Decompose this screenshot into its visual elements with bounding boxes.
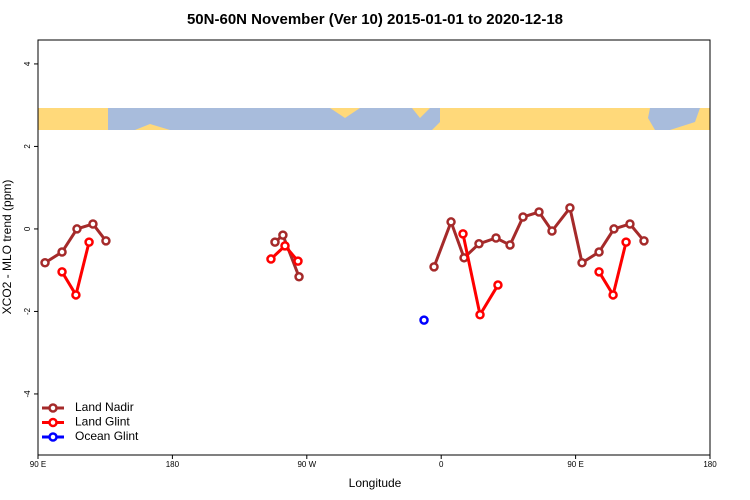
point <box>639 236 649 246</box>
y-axis-label: XCO2 - MLO trend (ppm) <box>0 180 14 315</box>
point <box>84 237 94 247</box>
chart-title: 50N-60N November (Ver 10) 2015-01-01 to … <box>187 11 563 28</box>
point <box>40 258 50 268</box>
map-strip <box>38 108 710 130</box>
plot-frame <box>37 39 711 456</box>
y-tick-label: -4 <box>23 390 32 398</box>
x-tick-label: 90 E <box>567 460 583 469</box>
y-tick-label: 4 <box>23 61 32 66</box>
legend-label: Ocean Glint <box>75 429 139 443</box>
point <box>446 217 456 227</box>
y-tick-label: 2 <box>23 144 32 149</box>
point <box>71 290 81 300</box>
point <box>547 226 557 236</box>
point <box>270 237 280 247</box>
legend-label: Land Nadir <box>75 400 134 414</box>
point <box>278 230 288 240</box>
x-tick-label: 90 E <box>30 460 46 469</box>
point <box>57 247 67 257</box>
point <box>294 272 304 282</box>
point <box>505 240 515 250</box>
point <box>577 258 587 268</box>
y-tick-label: 0 <box>23 226 32 231</box>
x-axis-label: Longitude <box>349 476 402 490</box>
point <box>565 203 575 213</box>
x-tick-label: 90 W <box>297 460 316 469</box>
point <box>625 219 635 229</box>
point <box>534 207 544 217</box>
point <box>594 267 604 277</box>
point <box>491 233 501 243</box>
point <box>609 224 619 234</box>
point <box>518 212 528 222</box>
point <box>57 267 67 277</box>
point <box>594 247 604 257</box>
legend-marker <box>48 403 58 413</box>
x-tick-label: 180 <box>166 460 180 469</box>
point <box>293 256 303 266</box>
point <box>475 309 485 320</box>
point <box>474 239 484 249</box>
x-tick-label: 0 <box>439 460 444 469</box>
point <box>458 229 468 239</box>
point <box>72 224 82 234</box>
point <box>621 237 631 247</box>
point <box>608 290 618 300</box>
point <box>280 241 290 251</box>
legend-label: Land Glint <box>75 415 130 429</box>
x-tick-label: 180 <box>703 460 717 469</box>
point <box>493 280 503 290</box>
point <box>101 236 111 246</box>
point <box>429 262 439 272</box>
legend-marker <box>48 432 58 442</box>
legend-marker <box>48 417 58 428</box>
y-tick-label: -2 <box>23 307 32 315</box>
point <box>266 254 276 264</box>
point <box>419 315 429 325</box>
point <box>88 219 98 229</box>
